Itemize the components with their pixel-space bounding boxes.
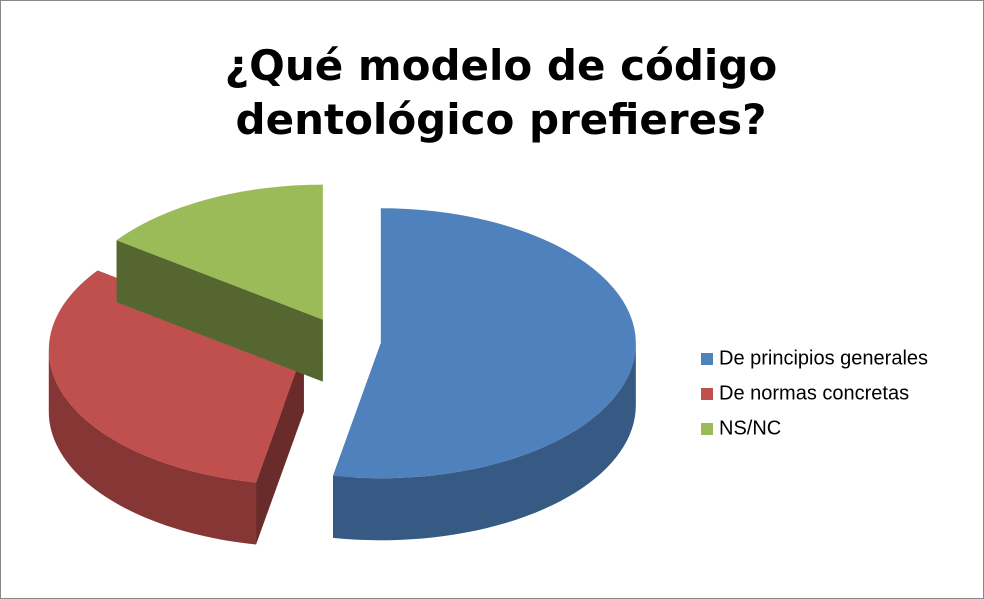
slice-top: [48, 270, 304, 483]
slice: [333, 208, 636, 541]
legend-swatch: [701, 423, 713, 435]
slice-side: [116, 240, 323, 382]
slice-side: [48, 349, 257, 545]
chart-title: ¿Qué modelo de código dentológico prefie…: [224, 41, 778, 144]
slice-shade: [116, 240, 323, 382]
legend-label: De principios generales: [719, 347, 928, 369]
slice-side: [333, 343, 636, 541]
slice-top: [333, 208, 636, 479]
legend-swatch: [701, 353, 713, 365]
slice: [116, 184, 323, 382]
legend-label: De normas concretas: [719, 382, 909, 404]
slice-shade: [48, 349, 257, 545]
legend-label: NS/NC: [719, 417, 781, 439]
legend-swatch: [701, 388, 713, 400]
slice-top: [116, 184, 323, 320]
slice-shade: [333, 343, 636, 541]
